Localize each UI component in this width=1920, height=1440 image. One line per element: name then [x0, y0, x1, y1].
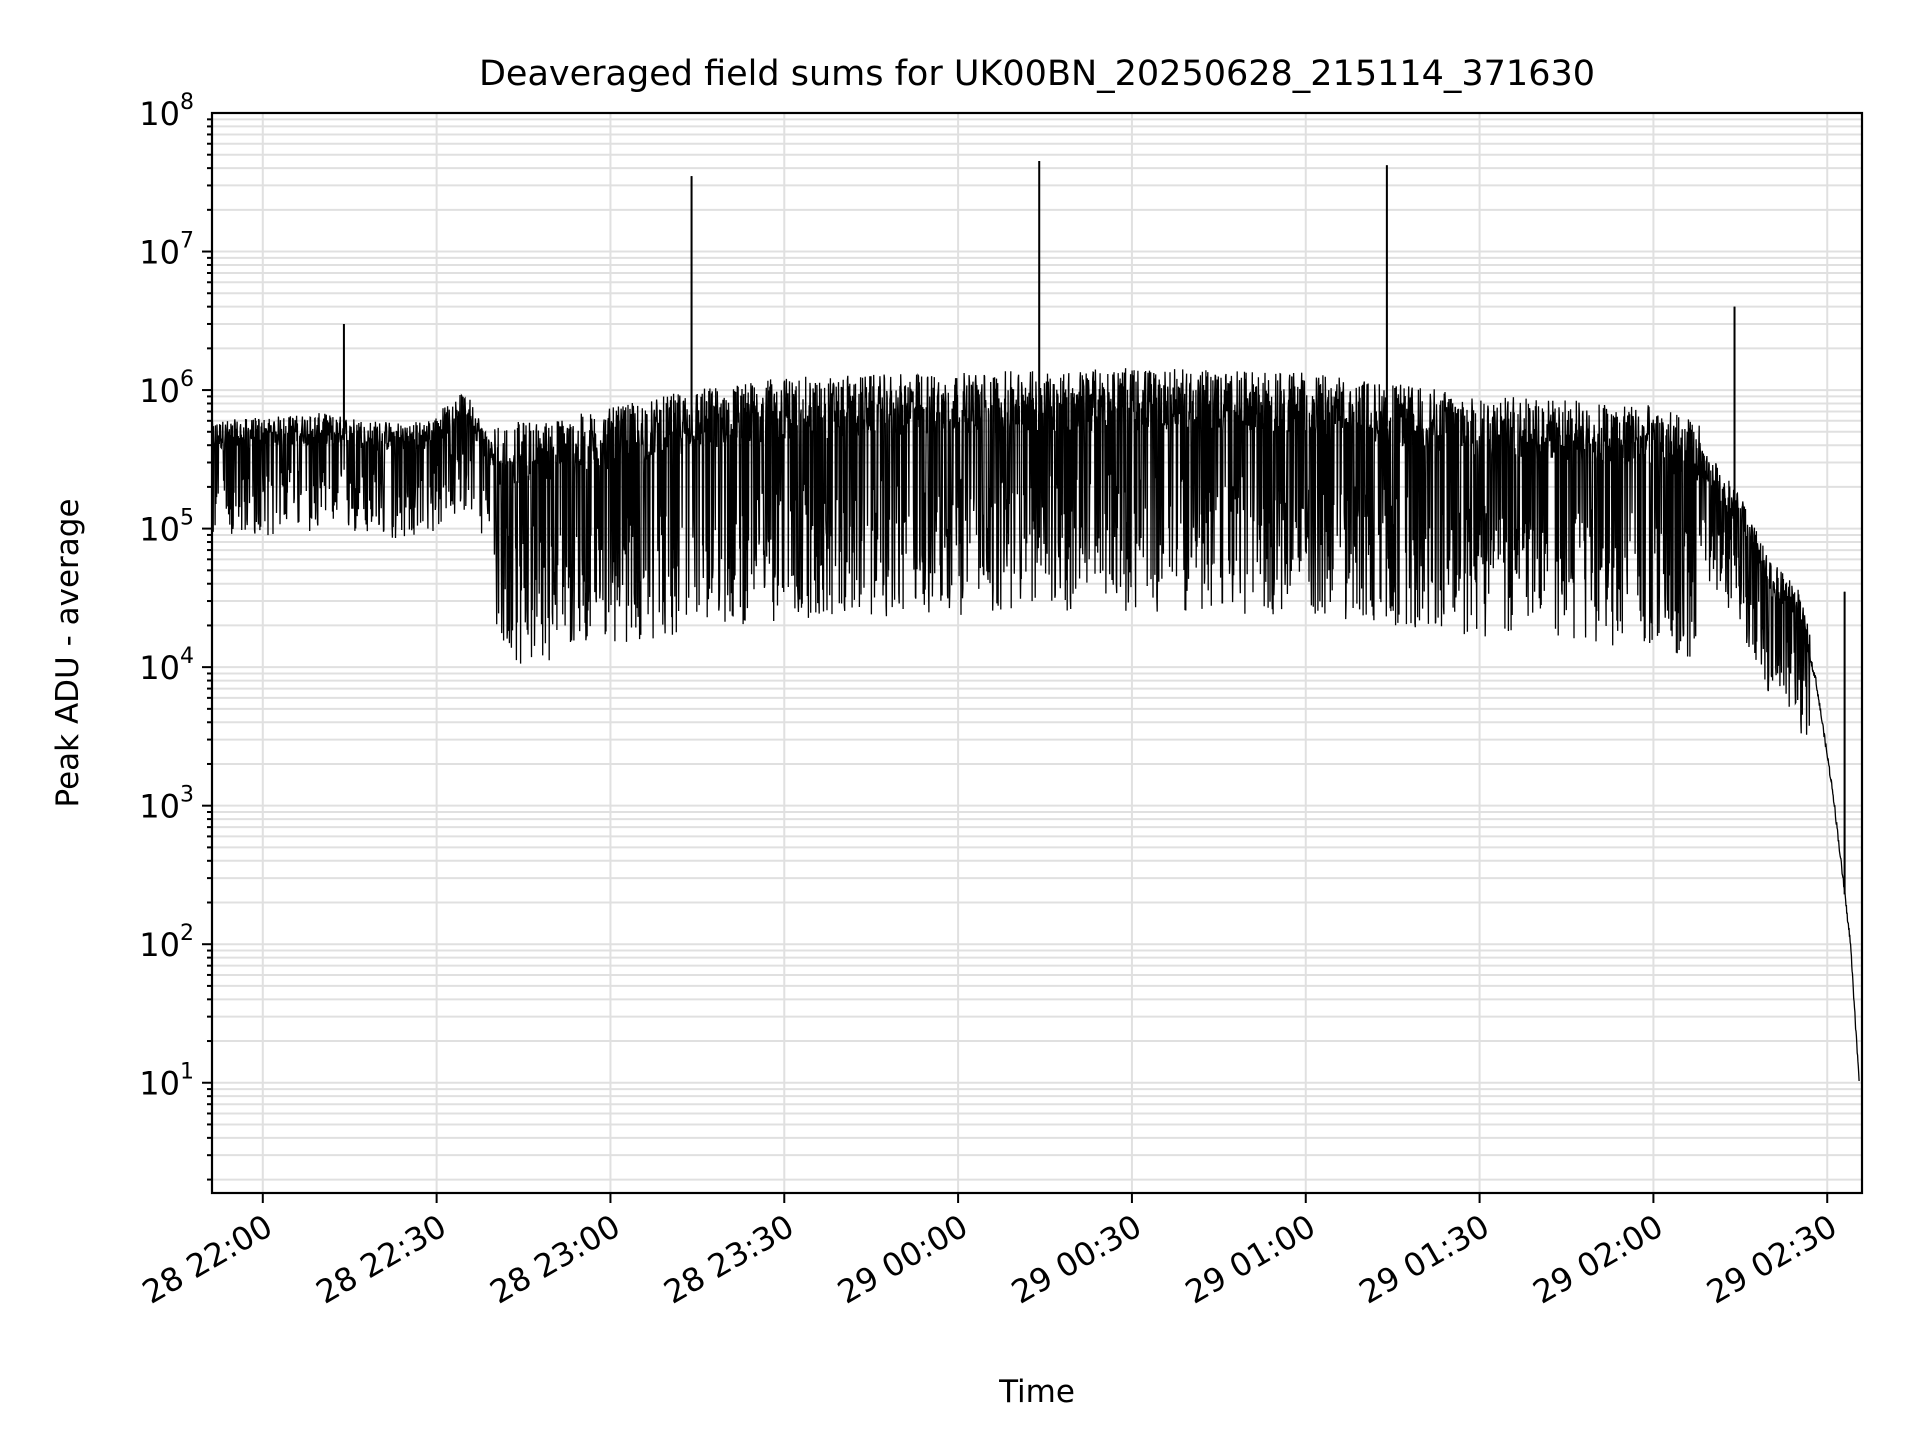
x-tick-label: 29 00:30: [1005, 1207, 1148, 1311]
y-tick-exponent: 8: [180, 90, 194, 115]
grid-layer: [212, 113, 1862, 1193]
y-tick-base: 10: [139, 926, 180, 964]
y-tick-base: 10: [139, 372, 180, 410]
y-tick-exponent: 5: [180, 506, 194, 531]
x-tick-label: 28 22:00: [136, 1207, 279, 1311]
y-tick-base: 10: [139, 95, 180, 133]
x-tick-label: 29 02:00: [1526, 1207, 1669, 1311]
y-tick-exponent: 6: [180, 367, 194, 392]
y-tick-label: 107: [139, 229, 194, 272]
chart-title: Deaveraged field sums for UK00BN_2025062…: [479, 54, 1595, 94]
y-tick-label: 104: [139, 644, 194, 687]
y-tick-label: 103: [139, 783, 194, 826]
y-tick-base: 10: [139, 649, 180, 687]
x-tick-label: 29 01:30: [1353, 1207, 1496, 1311]
x-tick-label: 29 00:00: [831, 1207, 974, 1311]
y-tick-exponent: 2: [180, 921, 194, 946]
y-tick-base: 10: [139, 511, 180, 549]
y-tick-exponent: 1: [180, 1060, 194, 1085]
plot-frame: [210, 111, 1864, 1195]
y-tick-base: 10: [139, 234, 180, 272]
y-tick-label: 105: [139, 506, 194, 549]
y-tick-label: 108: [139, 90, 194, 133]
x-tick-label: 29 02:30: [1700, 1207, 1843, 1311]
series-line: [211, 160, 1860, 1082]
y-tick-base: 10: [139, 788, 180, 826]
data-layer: [211, 160, 1860, 1082]
y-axis-label: Peak ADU - average: [50, 498, 86, 807]
x-tick-label: 28 23:30: [657, 1207, 800, 1311]
x-axis-label: Time: [998, 1374, 1075, 1410]
y-tick-exponent: 3: [180, 783, 194, 808]
y-tick-label: 106: [139, 367, 194, 410]
y-tick-label: 101: [139, 1060, 194, 1103]
y-tick-exponent: 7: [180, 229, 194, 254]
y-tick-label: 102: [139, 921, 194, 964]
x-tick-label: 28 22:30: [310, 1207, 453, 1311]
x-tick-label: 29 01:00: [1179, 1207, 1322, 1311]
y-tick-base: 10: [139, 1065, 180, 1103]
y-tick-exponent: 4: [180, 644, 194, 669]
x-tick-label: 28 23:00: [484, 1207, 627, 1311]
